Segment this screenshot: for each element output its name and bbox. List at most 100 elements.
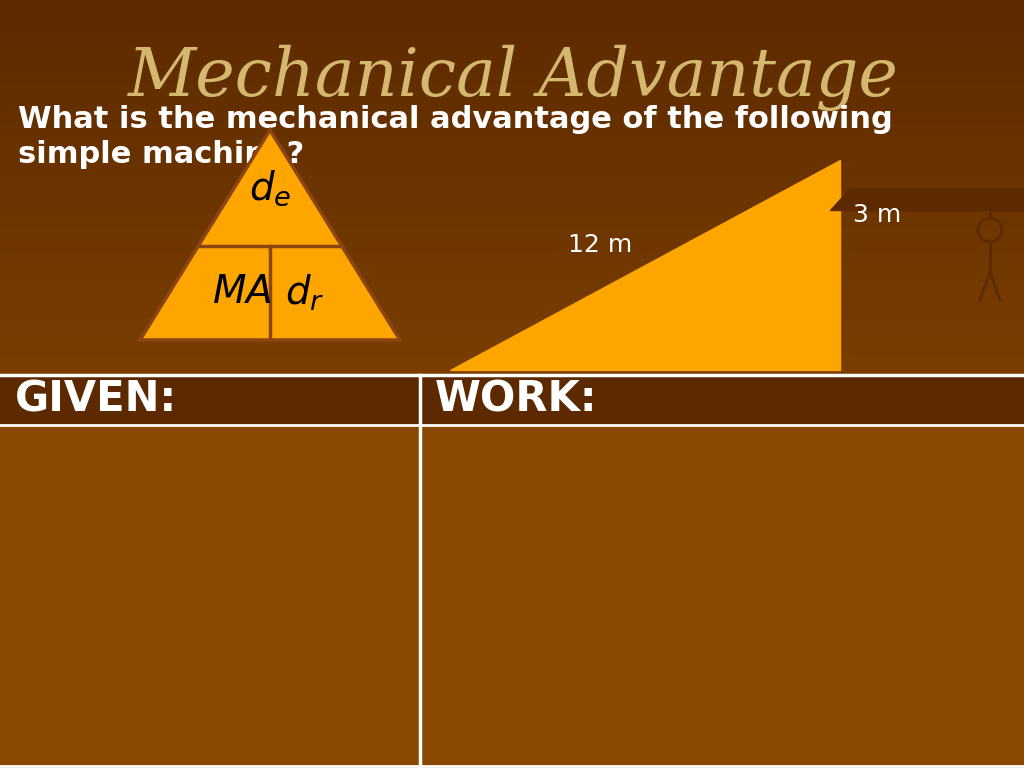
Bar [0, 322, 1024, 324]
Bar [0, 92, 1024, 94]
Bar [0, 44, 1024, 46]
Text: $d_r$: $d_r$ [286, 273, 325, 313]
Bar [0, 110, 1024, 112]
Bar [0, 284, 1024, 286]
Bar [0, 332, 1024, 334]
Bar [0, 204, 1024, 206]
Bar [0, 425, 420, 768]
Bar [0, 68, 1024, 70]
Bar [0, 166, 1024, 168]
Bar [0, 198, 1024, 200]
Bar [0, 134, 1024, 136]
Bar [0, 46, 1024, 48]
Bar [0, 152, 1024, 154]
Bar [0, 120, 1024, 122]
Bar [0, 342, 1024, 344]
Bar [0, 170, 1024, 172]
Bar [0, 396, 1024, 398]
Bar [0, 148, 1024, 150]
Bar [0, 136, 1024, 138]
Bar [0, 0, 1024, 2]
Bar [0, 196, 1024, 198]
Bar [0, 28, 1024, 30]
Bar [0, 82, 1024, 84]
Bar [0, 244, 1024, 246]
Bar [0, 52, 1024, 54]
Bar [0, 172, 1024, 174]
Bar [0, 138, 1024, 140]
Bar [0, 340, 1024, 342]
Bar [0, 286, 1024, 288]
Bar [0, 334, 1024, 336]
Bar [0, 258, 1024, 260]
Bar [0, 122, 1024, 124]
Bar [0, 208, 1024, 210]
Bar [0, 294, 1024, 296]
Bar [0, 312, 1024, 314]
Bar [0, 214, 1024, 216]
Bar [0, 104, 1024, 106]
Bar [0, 150, 1024, 152]
Bar [0, 168, 1024, 170]
Bar [0, 392, 1024, 394]
Bar [0, 188, 1024, 190]
Bar [0, 268, 1024, 270]
Bar [0, 234, 1024, 236]
Bar [0, 364, 1024, 366]
Bar [0, 2, 1024, 4]
Bar [0, 42, 1024, 44]
Bar [0, 380, 1024, 382]
Bar [0, 20, 1024, 22]
Bar [0, 300, 1024, 302]
Bar [0, 22, 1024, 24]
Bar [0, 346, 1024, 348]
Bar [0, 6, 1024, 8]
Bar [0, 356, 1024, 358]
Text: Mechanical Advantage: Mechanical Advantage [127, 45, 897, 111]
Bar [0, 266, 1024, 268]
Bar [0, 90, 1024, 92]
Bar [0, 310, 1024, 312]
Bar [0, 210, 1024, 212]
Bar [0, 254, 1024, 256]
Bar [0, 328, 1024, 330]
Bar [0, 64, 1024, 66]
Bar [0, 384, 1024, 386]
Bar [0, 112, 1024, 114]
Bar [0, 50, 1024, 52]
Bar [0, 274, 1024, 276]
Bar [0, 146, 1024, 148]
Bar [0, 16, 1024, 18]
Bar [0, 350, 1024, 352]
Bar [0, 354, 1024, 356]
Bar [0, 316, 1024, 318]
Bar [0, 26, 1024, 28]
Text: 12 m: 12 m [568, 233, 632, 257]
Bar [0, 278, 1024, 280]
Bar [0, 202, 1024, 204]
Bar [0, 378, 1024, 380]
Bar [0, 174, 1024, 176]
Bar [0, 320, 1024, 322]
Bar [0, 308, 1024, 310]
Bar [0, 86, 1024, 88]
Bar [0, 374, 1024, 376]
Bar [0, 280, 1024, 282]
Bar [0, 330, 1024, 332]
Bar [0, 162, 1024, 164]
Bar [0, 132, 1024, 134]
Bar [0, 382, 1024, 384]
Bar [0, 220, 1024, 222]
Bar [0, 230, 1024, 232]
Bar [0, 88, 1024, 90]
Bar [0, 98, 1024, 100]
Bar [0, 270, 1024, 272]
Bar [0, 388, 1024, 390]
Bar [0, 228, 1024, 230]
Bar [0, 375, 420, 425]
Bar [0, 160, 1024, 162]
Bar [0, 200, 1024, 202]
Bar [420, 375, 1024, 425]
Bar [0, 100, 1024, 102]
Text: simple machine?: simple machine? [18, 140, 304, 169]
